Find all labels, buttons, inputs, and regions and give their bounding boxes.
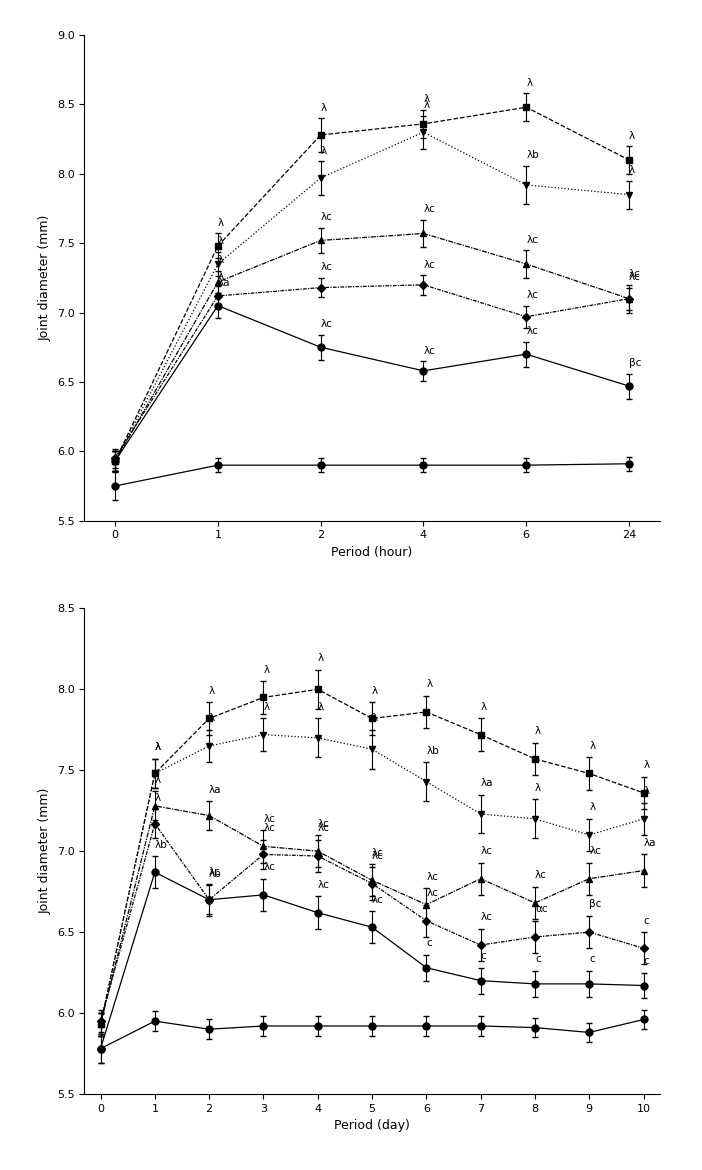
Text: λ: λ xyxy=(209,686,216,696)
Text: λa: λa xyxy=(481,778,494,789)
Text: c: c xyxy=(589,955,595,964)
Text: λ: λ xyxy=(372,714,378,723)
Text: λc: λc xyxy=(318,824,330,833)
Text: λc: λc xyxy=(372,851,384,861)
Text: λ: λ xyxy=(218,236,224,246)
Text: λc: λc xyxy=(481,846,493,856)
Text: λ: λ xyxy=(481,702,486,713)
Y-axis label: Joint diameter (mm): Joint diameter (mm) xyxy=(38,214,51,342)
Text: λb: λb xyxy=(526,150,539,160)
Text: λc: λc xyxy=(426,872,438,882)
Text: λ: λ xyxy=(535,727,541,736)
Text: c: c xyxy=(535,955,541,964)
Text: λ: λ xyxy=(426,680,432,689)
Text: λc: λc xyxy=(526,234,538,245)
Text: λ: λ xyxy=(218,270,224,281)
Text: λ: λ xyxy=(321,146,327,156)
Text: λc: λc xyxy=(481,913,493,922)
Text: λ: λ xyxy=(644,786,650,796)
Text: λ: λ xyxy=(263,702,270,713)
Text: λc: λc xyxy=(426,888,438,899)
Text: λ: λ xyxy=(318,653,324,663)
Text: λ: λ xyxy=(526,78,532,88)
Text: λa: λa xyxy=(218,277,230,288)
Text: λb: λb xyxy=(209,868,222,879)
Y-axis label: Joint diameter (mm): Joint diameter (mm) xyxy=(38,787,51,915)
Text: λb: λb xyxy=(426,745,439,756)
Text: λ: λ xyxy=(535,783,541,793)
Text: λc: λc xyxy=(526,326,538,336)
Text: λ: λ xyxy=(218,218,224,228)
Text: λc: λc xyxy=(321,213,333,222)
X-axis label: Period (day): Period (day) xyxy=(334,1120,410,1133)
Text: λ: λ xyxy=(209,714,216,723)
Text: βc: βc xyxy=(629,358,642,369)
Text: λa: λa xyxy=(644,838,656,848)
Text: λ: λ xyxy=(155,743,161,752)
Legend: Normal control, Negative control, Diclofenac (5 mg/kg), HEE (62.5 mg/kg), HEE (1: Normal control, Negative control, Diclof… xyxy=(90,613,394,655)
Text: λc: λc xyxy=(372,847,384,858)
Text: λa: λa xyxy=(209,785,222,794)
Text: λ: λ xyxy=(423,99,430,110)
Text: λc: λc xyxy=(423,345,435,356)
Text: λc: λc xyxy=(263,862,275,872)
Text: λ: λ xyxy=(589,803,595,812)
Text: λ: λ xyxy=(155,775,161,785)
Text: λc: λc xyxy=(526,290,538,300)
Text: λc: λc xyxy=(321,319,333,329)
Text: λ: λ xyxy=(218,255,224,266)
X-axis label: Period (hour): Period (hour) xyxy=(331,546,413,559)
Text: λ: λ xyxy=(263,665,270,675)
Text: c: c xyxy=(481,951,486,962)
Text: λ: λ xyxy=(155,743,161,752)
Text: c: c xyxy=(644,916,649,925)
Text: αc: αc xyxy=(535,904,548,914)
Text: λc: λc xyxy=(318,819,330,828)
Text: λ: λ xyxy=(372,686,378,696)
Text: λc: λc xyxy=(629,269,641,280)
Text: c: c xyxy=(644,956,649,966)
Text: λc: λc xyxy=(372,895,384,904)
Text: λ: λ xyxy=(644,760,650,770)
Text: λc: λc xyxy=(318,880,330,890)
Text: λ: λ xyxy=(155,792,161,803)
Text: βc: βc xyxy=(589,900,602,909)
Text: c: c xyxy=(426,938,432,949)
Text: λ: λ xyxy=(589,741,595,751)
Text: λc: λc xyxy=(263,824,275,833)
Text: λc: λc xyxy=(423,260,435,269)
Text: λc: λc xyxy=(589,846,601,856)
Text: λc: λc xyxy=(321,262,333,273)
Text: λ: λ xyxy=(629,131,635,140)
Text: λc: λc xyxy=(209,867,221,878)
Text: λc: λc xyxy=(535,870,547,880)
Text: λ: λ xyxy=(629,165,635,175)
Text: λ: λ xyxy=(321,103,327,112)
Text: λ: λ xyxy=(423,95,430,104)
Text: λ: λ xyxy=(318,702,324,713)
Text: λc: λc xyxy=(423,204,435,214)
Text: λc: λc xyxy=(629,273,641,282)
Text: λb: λb xyxy=(155,840,168,849)
Text: λc: λc xyxy=(263,813,275,824)
